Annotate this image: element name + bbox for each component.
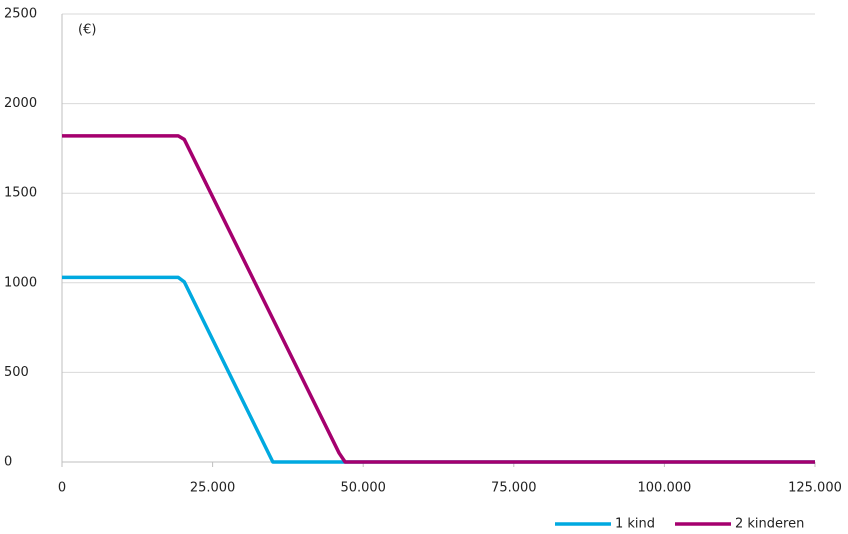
y-tick-label: 1000 [4, 275, 37, 290]
y-tick-label: 2000 [4, 96, 37, 111]
y-axis-label: (€) [78, 23, 96, 38]
x-tick-label: 125.000 [788, 481, 842, 496]
legend-label: 1 kind [615, 517, 655, 532]
x-tick-label: 75.000 [491, 481, 537, 496]
line-series [62, 275, 815, 464]
x-tick-label: 50.000 [340, 481, 386, 496]
y-tick-label: 0 [4, 455, 12, 470]
x-tick-label: 100.000 [638, 481, 692, 496]
x-tick-label: 0 [58, 481, 66, 496]
y-tick-label: 2500 [4, 7, 37, 22]
y-tick-label: 500 [4, 365, 29, 380]
line-series [62, 134, 815, 464]
x-tick-label: 25.000 [190, 481, 236, 496]
legend-label: 2 kinderen [735, 517, 804, 532]
y-tick-label: 1500 [4, 186, 37, 201]
